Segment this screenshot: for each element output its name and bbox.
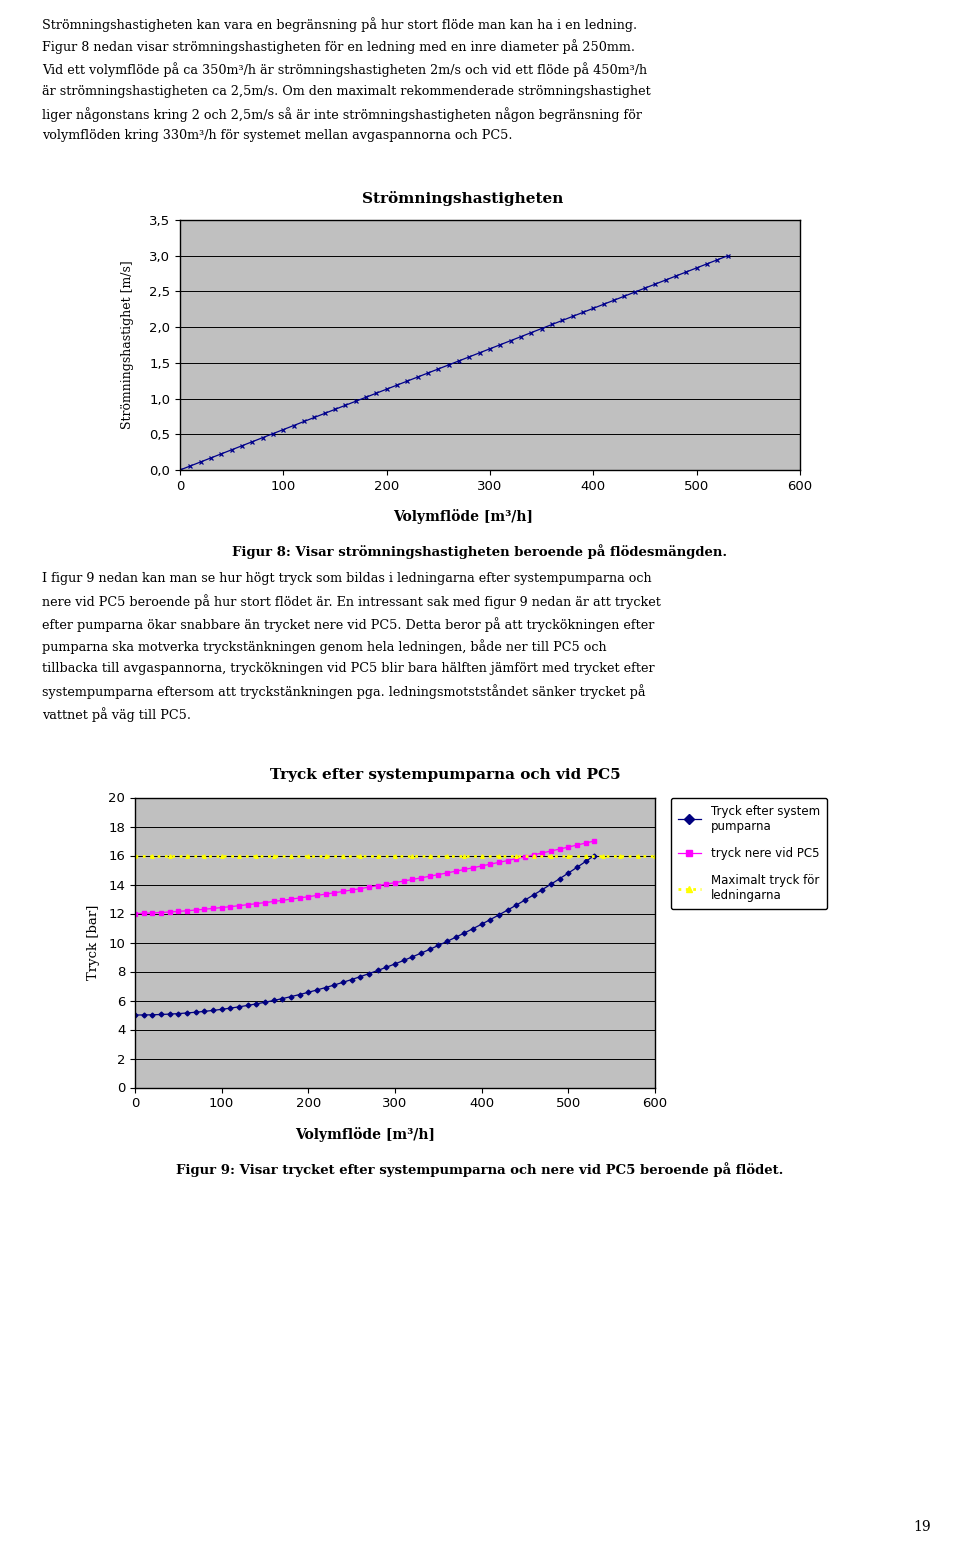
Text: Volymflöde [m³/h]: Volymflöde [m³/h] [393,509,533,525]
Text: Figur 8 nedan visar strömningshastigheten för en ledning med en inre diameter på: Figur 8 nedan visar strömningshastighete… [42,40,635,54]
Text: pumparna ska motverka tryckstänkningen genom hela ledningen, både ner till PC5 o: pumparna ska motverka tryckstänkningen g… [42,639,607,654]
Text: Vid ett volymflöde på ca 350m³/h är strömningshastigheten 2m/s och vid ett flöde: Vid ett volymflöde på ca 350m³/h är strö… [42,62,647,77]
Text: volymflöden kring 330m³/h för systemet mellan avgaspannorna och PC5.: volymflöden kring 330m³/h för systemet m… [42,130,513,142]
Text: vattnet på väg till PC5.: vattnet på väg till PC5. [42,707,191,722]
Text: Volymflöde [m³/h]: Volymflöde [m³/h] [295,1126,435,1142]
Text: efter pumparna ökar snabbare än trycket nere vid PC5. Detta beror på att tryckök: efter pumparna ökar snabbare än trycket … [42,617,655,633]
Text: Tryck efter systempumparna och vid PC5: Tryck efter systempumparna och vid PC5 [270,767,620,781]
Text: Strömningshastigheten: Strömningshastigheten [362,190,564,205]
Text: liger någonstans kring 2 och 2,5m/s så är inte strömningshastigheten någon begrä: liger någonstans kring 2 och 2,5m/s så ä… [42,106,642,122]
Text: Figur 9: Visar trycket efter systempumparna och nere vid PC5 beroende på flödet.: Figur 9: Visar trycket efter systempumpa… [177,1162,783,1177]
Text: Figur 8: Visar strömningshastigheten beroende på flödesmängden.: Figur 8: Visar strömningshastigheten ber… [232,545,728,560]
Text: är strömningshastigheten ca 2,5m/s. Om den maximalt rekommenderade strömningshas: är strömningshastigheten ca 2,5m/s. Om d… [42,85,651,97]
Text: tillbacka till avgaspannorna, tryckökningen vid PC5 blir bara hälften jämfört me: tillbacka till avgaspannorna, trycköknin… [42,662,655,674]
Text: nere vid PC5 beroende på hur stort flödet är. En intressant sak med figur 9 neda: nere vid PC5 beroende på hur stort flöde… [42,594,660,609]
Text: Tryck [bar]: Tryck [bar] [86,904,100,980]
Text: I figur 9 nedan kan man se hur högt tryck som bildas i ledningarna efter systemp: I figur 9 nedan kan man se hur högt tryc… [42,572,652,585]
Text: 19: 19 [914,1520,931,1534]
Legend: Tryck efter system
pumparna, tryck nere vid PC5, Maximalt tryck för
ledningarna: Tryck efter system pumparna, tryck nere … [671,798,827,909]
Text: Strömningshastighet [m/s]: Strömningshastighet [m/s] [122,261,134,429]
Text: Strömningshastigheten kan vara en begränsning på hur stort flöde man kan ha i en: Strömningshastigheten kan vara en begrän… [42,17,637,32]
Text: systempumparna eftersom att tryckstänkningen pga. ledningsmotstståndet sänker tr: systempumparna eftersom att tryckstänkni… [42,685,645,699]
